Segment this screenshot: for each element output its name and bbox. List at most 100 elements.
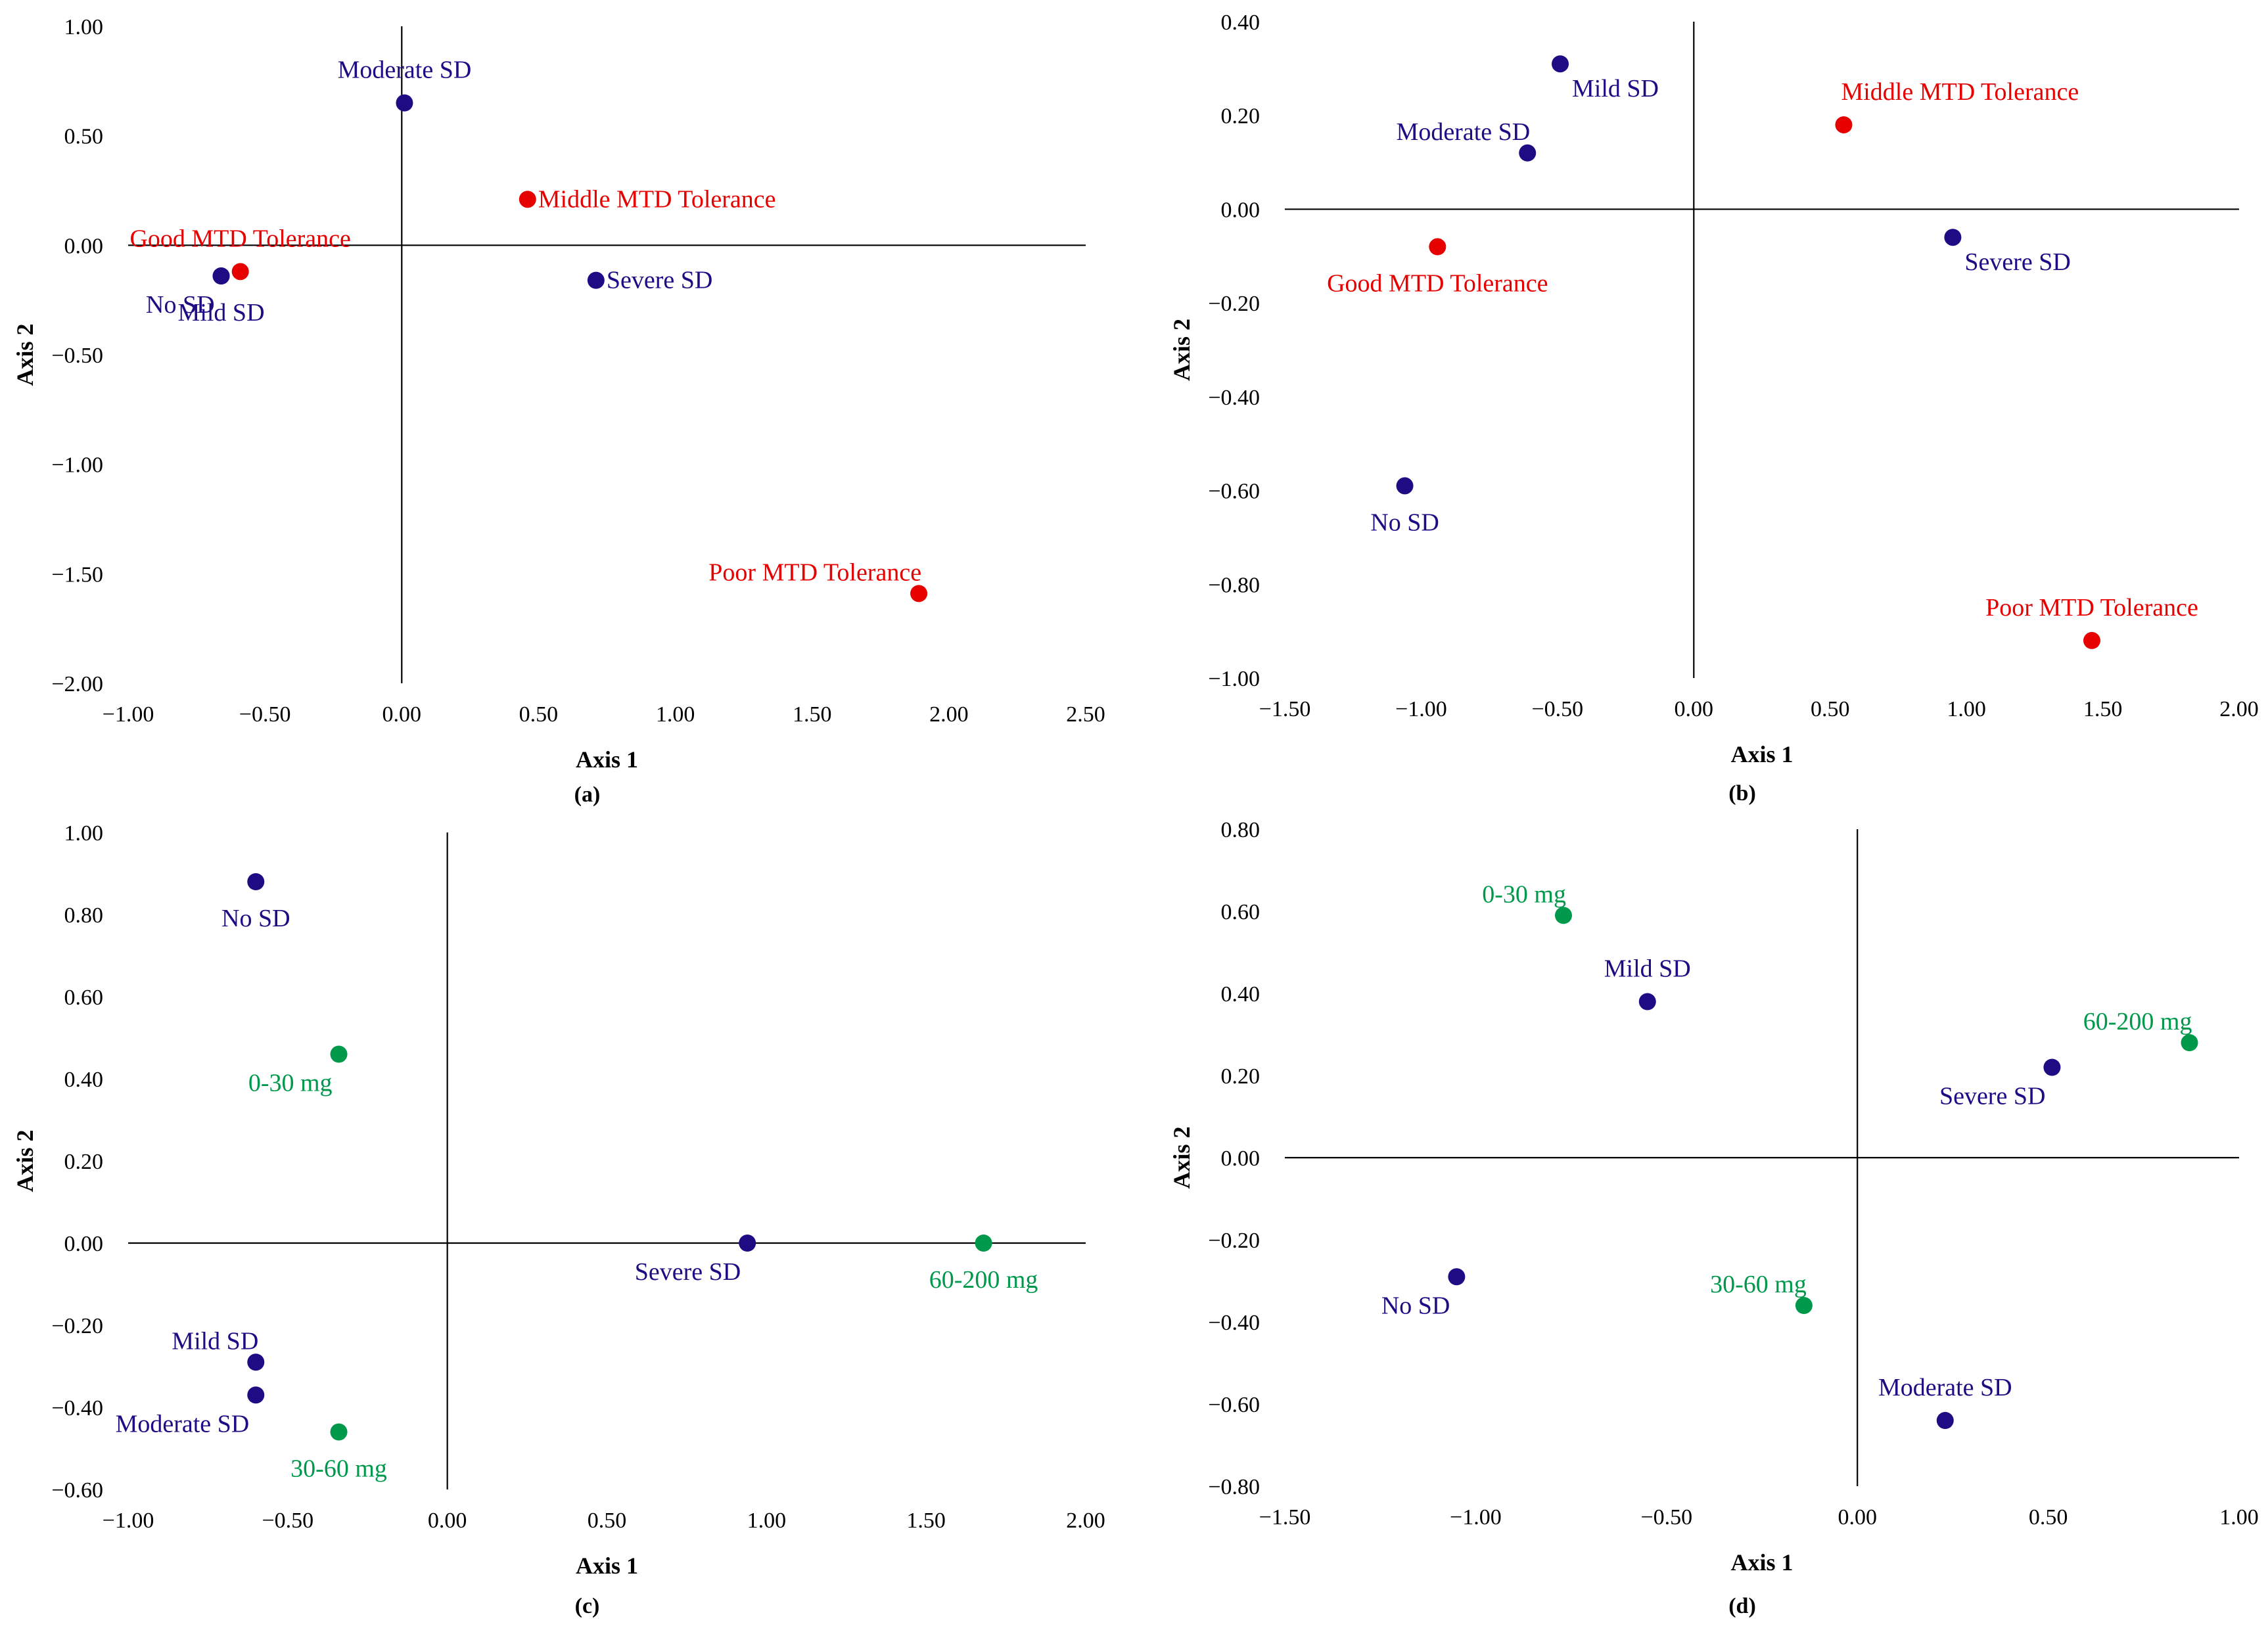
y-axis-title: Axis 2 (1169, 1126, 1195, 1189)
y-tick-label: −1.00 (1208, 667, 1260, 691)
x-tick-label: 1.50 (2083, 697, 2123, 721)
chart-panel-3: −0.60 −0.40 −0.20 0.00 0.20 0.40 0.60 0.80 1.00 −… (12, 821, 1105, 1618)
panel-caption: (c) (575, 1594, 600, 1618)
x-tick-label: −0.50 (239, 702, 291, 727)
data-point-mild-sd (1552, 55, 1569, 73)
x-tick-label: 0.00 (1838, 1505, 1877, 1530)
y-tick-label: −2.00 (51, 672, 103, 696)
point-label-mild-sd: Mild SD (1572, 75, 1659, 102)
y-tick-label: −0.20 (1208, 1229, 1260, 1253)
y-tick-label: −0.80 (1208, 1475, 1260, 1499)
y-tick-label: −0.40 (51, 1396, 103, 1420)
x-tick-label: 0.50 (519, 702, 559, 727)
data-point-poor-mtd-tolerance (2083, 631, 2100, 649)
x-axis-title: Axis 1 (1730, 1549, 1793, 1576)
x-tick-label: 0.50 (588, 1509, 627, 1533)
y-tick-label: 0.60 (64, 986, 104, 1010)
y-tick-label: 1.00 (64, 15, 104, 39)
panel-caption: (a) (574, 783, 601, 807)
y-tick-label: −0.50 (51, 344, 103, 368)
point-label-severe-sd: Severe SD (635, 1258, 741, 1286)
data-point-0-30-mg (330, 1045, 348, 1063)
x-axis-title: Axis 1 (576, 746, 638, 773)
x-tick-label: 1.50 (793, 702, 832, 727)
x-tick-label: −0.50 (262, 1509, 313, 1533)
x-tick-label: −1.50 (1259, 1505, 1311, 1530)
panel-caption: (d) (1728, 1594, 1756, 1618)
point-label-30-60-mg: 30-60 mg (290, 1455, 387, 1483)
data-point-severe-sd (587, 271, 605, 289)
y-tick-label: 0.40 (1221, 982, 1261, 1007)
data-point-mild-sd (247, 1353, 265, 1371)
data-point-moderate-sd (247, 1386, 265, 1404)
y-tick-label: 0.20 (64, 1150, 104, 1174)
data-point-no-sd (1396, 477, 1414, 495)
x-tick-label: 2.00 (2219, 697, 2259, 721)
data-point-severe-sd (1944, 229, 1962, 246)
x-tick-label: −1.00 (103, 1509, 154, 1533)
y-tick-label: 0.00 (64, 234, 104, 258)
point-label-severe-sd: Severe SD (1964, 248, 2070, 276)
x-tick-label: 0.00 (428, 1509, 467, 1533)
data-point-poor-mtd-tolerance (910, 585, 928, 602)
point-label-no-sd: No SD (221, 905, 290, 932)
data-point-moderate-sd (396, 94, 413, 112)
point-label-middle-mtd-tolerance: Middle MTD Tolerance (1841, 78, 2079, 106)
x-axis-title: Axis 1 (576, 1553, 638, 1579)
data-point-no-sd (1448, 1268, 1466, 1286)
y-tick-label: −0.20 (51, 1314, 103, 1338)
x-tick-label: 0.00 (382, 702, 422, 727)
data-point-no-sd (247, 873, 265, 890)
x-tick-label: −1.00 (103, 702, 154, 727)
data-point-good-mtd-tolerance (1429, 238, 1446, 256)
y-tick-label: 0.00 (64, 1232, 104, 1256)
point-label-good-mtd-tolerance: Good MTD Tolerance (129, 225, 350, 252)
y-tick-label: 0.40 (64, 1068, 104, 1092)
x-tick-label: −1.50 (1259, 697, 1311, 721)
point-label-middle-mtd-tolerance: Middle MTD Tolerance (538, 185, 776, 213)
y-tick-label: −0.60 (1208, 1393, 1260, 1417)
data-point-good-mtd-tolerance (231, 263, 249, 281)
y-tick-label: 1.00 (64, 821, 104, 846)
point-label-moderate-sd: Moderate SD (116, 1410, 250, 1438)
x-tick-label: 2.00 (1066, 1509, 1105, 1533)
x-tick-label: 2.50 (1066, 702, 1105, 727)
point-label-moderate-sd: Moderate SD (1397, 118, 1531, 146)
x-tick-label: 1.50 (906, 1509, 946, 1533)
chart-panel-4: −0.80 −0.60 −0.40 −0.20 0.00 0.20 0.40 0.60 0.80… (1169, 818, 2259, 1618)
point-label-30-60-mg: 30-60 mg (1710, 1271, 1807, 1298)
data-point-60-200-mg (975, 1235, 992, 1252)
chart-panel-2: −1.00 −0.80 −0.60 −0.40 −0.20 0.00 0.20 0.40 −1.… (1169, 11, 2259, 806)
point-label-good-mtd-tolerance: Good MTD Tolerance (1327, 270, 1548, 298)
y-tick-label: −0.40 (1208, 1311, 1260, 1335)
point-label-mild-sd: Mild SD (172, 1327, 258, 1355)
point-label-60-200-mg: 60-200 mg (2083, 1008, 2192, 1035)
data-point-mild-sd (212, 267, 230, 284)
data-point-middle-mtd-tolerance (1835, 116, 1853, 133)
y-tick-label: −0.20 (1208, 292, 1260, 316)
y-tick-label: 0.20 (1221, 104, 1261, 129)
y-tick-label: 0.60 (1221, 900, 1261, 924)
point-label-no-sd: No SD (1381, 1292, 1450, 1319)
point-label-moderate-sd: Moderate SD (1878, 1374, 2012, 1401)
data-point-severe-sd (739, 1235, 756, 1252)
panel-caption: (b) (1728, 781, 1756, 806)
x-tick-label: 1.00 (1947, 697, 1986, 721)
x-tick-label: 0.00 (1675, 697, 1714, 721)
y-tick-label: −0.40 (1208, 386, 1260, 410)
x-tick-label: 1.00 (656, 702, 695, 727)
x-tick-label: 0.50 (1811, 697, 1850, 721)
point-label-severe-sd: Severe SD (607, 267, 712, 294)
y-tick-label: 0.80 (1221, 818, 1261, 842)
data-point-60-200-mg (2181, 1034, 2198, 1051)
x-tick-label: 1.00 (2219, 1505, 2259, 1530)
y-axis-title: Axis 2 (12, 323, 38, 386)
data-point-0-30-mg (1554, 907, 1572, 924)
point-label-0-30-mg: 0-30 mg (248, 1070, 333, 1097)
point-label-60-200-mg: 60-200 mg (929, 1266, 1038, 1294)
y-tick-label: −1.50 (51, 562, 103, 587)
x-tick-label: 1.00 (747, 1509, 787, 1533)
x-tick-label: 0.50 (2029, 1505, 2068, 1530)
point-label-no-sd: No SD (1370, 509, 1439, 536)
y-tick-label: 0.40 (1221, 11, 1261, 35)
